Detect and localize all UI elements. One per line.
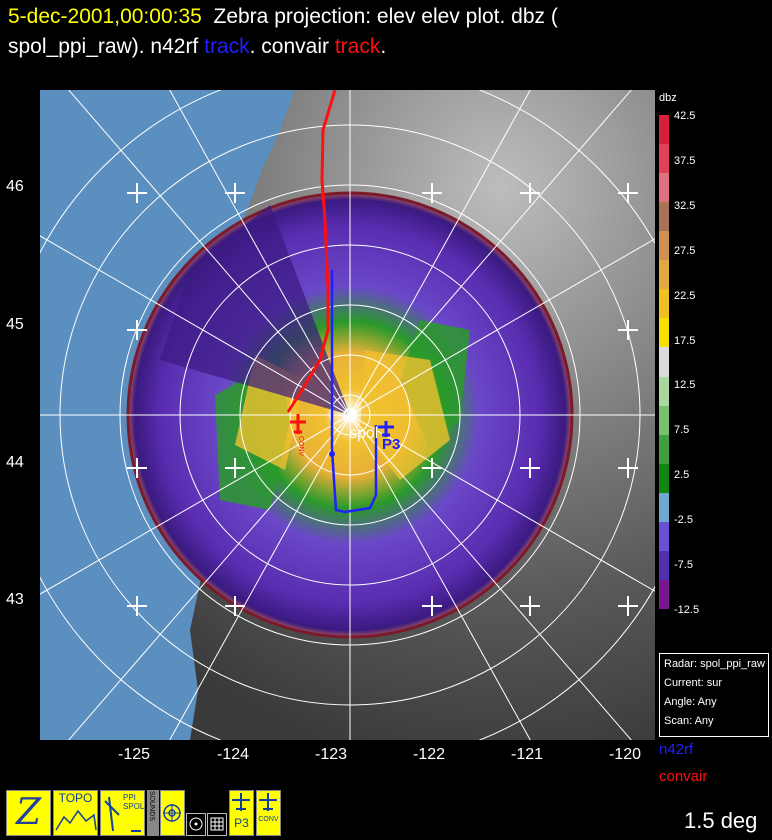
target-icon [189, 817, 203, 831]
title-line-1: 5-dec-2001,00:00:35 Zebra projection: el… [8, 2, 768, 32]
title-timestamp: 5-dec-2001,00:00:35 [8, 5, 202, 28]
range-rings [40, 90, 655, 740]
convair-track-link[interactable]: track [334, 35, 381, 58]
ppi-spol-button[interactable]: PPI SPOL [100, 790, 145, 836]
colorbar-tick-label: 42.5 [674, 110, 696, 122]
lat-label-44: 44 [6, 454, 24, 471]
colorbar-segment [659, 463, 669, 494]
n42rf-track [330, 270, 378, 514]
lon-label-123: -123 [315, 746, 348, 763]
radar-info-box: Radar: spol_ppi_raw Current: sur Angle: … [659, 653, 769, 737]
colorbar-segment [659, 231, 669, 261]
colorbar-tick-label: -12.5 [674, 603, 700, 616]
colorbar-segment [659, 550, 669, 581]
title-description: Zebra projection: elev elev plot. dbz ( [213, 5, 558, 28]
colorbar-segment [659, 579, 669, 610]
colorbar-tick-label: -7.5 [674, 559, 693, 571]
lon-label-122: -122 [413, 746, 446, 763]
lat-label-46: 46 [6, 178, 24, 195]
lat-label-43: 43 [6, 591, 24, 608]
point-button[interactable] [186, 813, 206, 836]
zebra-button[interactable]: Z [6, 790, 51, 836]
colorbar-tick-label: 2.5 [674, 469, 690, 482]
beam-blockage-wedge [160, 205, 350, 415]
grid-button[interactable] [207, 813, 227, 836]
lon-label-120: -120 [609, 746, 642, 763]
convair-label: CONV [297, 436, 304, 457]
colorbar-tick-label: 27.5 [674, 244, 696, 257]
info-angle: Angle: Any [664, 696, 717, 708]
colorbar-segment [659, 376, 669, 407]
rings-icon [163, 804, 181, 822]
colorbar-tick-label: 32.5 [674, 199, 696, 212]
topo-label: TOPO [58, 791, 93, 805]
plot-title: 5-dec-2001,00:00:35 Zebra projection: el… [8, 2, 768, 62]
title-end: . [380, 35, 387, 58]
ppi-radar-icon [104, 796, 141, 832]
radar-site-marker [343, 408, 357, 422]
ppi-spol-label: PPI SPOL [123, 793, 145, 811]
colorbar-segment [659, 202, 669, 232]
radar-plot[interactable]: spol P3 CONV [40, 90, 655, 740]
topo-icon [55, 809, 97, 831]
grid-icon [210, 817, 224, 831]
zebra-icon: Z [15, 792, 41, 833]
colorbar-segment [659, 347, 669, 378]
lon-label-124: -124 [217, 746, 250, 763]
convair-track [286, 90, 337, 413]
title-convair: . convair [249, 35, 335, 58]
sounds-label: SOUNDS [148, 791, 155, 821]
colorbar-tick-label: 37.5 [674, 154, 696, 167]
conv-button[interactable]: CONV [256, 790, 281, 836]
topo-button[interactable]: TOPO [53, 790, 98, 836]
colorbar-tick-label: 22.5 [674, 289, 696, 302]
n42rf-track-point [329, 451, 335, 457]
colorbar-segment [659, 173, 669, 203]
convair-aircraft-icon[interactable] [290, 414, 306, 434]
sounds-button[interactable]: SOUNDS [147, 790, 159, 836]
radar-site-label: spol [349, 425, 379, 442]
colorbar-tick-label: 7.5 [674, 424, 690, 437]
colorbar-tick-label: -2.5 [674, 514, 693, 527]
colorbar-segment [659, 144, 669, 174]
colorbar-title: dbz [659, 92, 677, 104]
elevation-angle: 1.5 deg [684, 808, 758, 833]
n42rf-track-link[interactable]: track [204, 35, 250, 58]
conv-plane-icon [259, 793, 277, 811]
colorbar-segment [659, 260, 669, 290]
colorbar-segment [659, 289, 669, 319]
legend-n42rf: n42rf [659, 741, 694, 758]
radar-map-svg[interactable] [40, 90, 655, 740]
p3-button[interactable]: P3 [229, 790, 254, 836]
colorbar-segment [659, 115, 669, 145]
p3-label: P3 [382, 436, 401, 453]
info-scan: Scan: Any [664, 715, 714, 727]
colorbar-segment [659, 318, 669, 348]
colorbar [659, 115, 669, 610]
colorbar-segment [659, 492, 669, 523]
latlon-crosses [127, 183, 638, 616]
info-radar: Radar: spol_ppi_raw [664, 658, 765, 670]
lon-label-121: -121 [511, 746, 544, 763]
colorbar-tick-label: 12.5 [674, 379, 696, 392]
radar-rings-button[interactable] [160, 790, 185, 836]
p3-aircraft-icon[interactable] [378, 421, 394, 437]
title-source: spol_ppi_raw). n42rf [8, 35, 205, 58]
lat-label-45: 45 [6, 316, 24, 333]
lon-label-125: -125 [118, 746, 151, 763]
conv-button-label: CONV [258, 816, 279, 823]
p3-button-label: P3 [234, 816, 249, 830]
info-current: Current: sur [664, 677, 723, 689]
colorbar-segment [659, 434, 669, 465]
legend-convair: convair [659, 768, 708, 785]
colorbar-tick-label: 17.5 [674, 334, 696, 347]
colorbar-segment [659, 405, 669, 436]
p3-plane-icon [232, 793, 250, 811]
colorbar-segment [659, 521, 669, 552]
title-line-2: spol_ppi_raw). n42rf track. convair trac… [8, 32, 768, 62]
